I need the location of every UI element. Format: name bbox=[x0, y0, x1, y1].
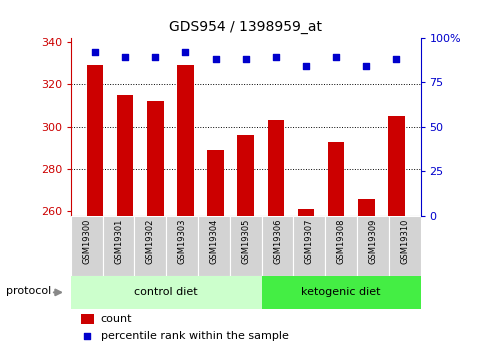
Text: count: count bbox=[101, 314, 132, 324]
Bar bbox=[71, 216, 102, 276]
Point bbox=[91, 49, 99, 55]
Point bbox=[121, 55, 129, 60]
Bar bbox=[325, 216, 356, 276]
Text: protocol: protocol bbox=[6, 286, 51, 296]
Text: GSM19309: GSM19309 bbox=[367, 219, 377, 264]
Bar bbox=[297, 209, 314, 216]
Bar bbox=[198, 216, 229, 276]
Point bbox=[211, 57, 219, 62]
Bar bbox=[71, 276, 261, 309]
Bar bbox=[267, 120, 284, 216]
Point bbox=[392, 57, 400, 62]
Text: GSM19310: GSM19310 bbox=[399, 219, 408, 264]
Title: GDS954 / 1398959_at: GDS954 / 1398959_at bbox=[169, 20, 322, 34]
Text: control diet: control diet bbox=[134, 287, 198, 297]
Bar bbox=[207, 150, 224, 216]
Text: GSM19304: GSM19304 bbox=[209, 219, 218, 264]
Text: percentile rank within the sample: percentile rank within the sample bbox=[101, 331, 288, 341]
Point bbox=[83, 333, 91, 339]
Text: GSM19307: GSM19307 bbox=[304, 219, 313, 264]
Text: ketogenic diet: ketogenic diet bbox=[301, 287, 380, 297]
Bar bbox=[229, 216, 261, 276]
Bar bbox=[134, 216, 166, 276]
Bar bbox=[81, 314, 93, 324]
Text: GSM19303: GSM19303 bbox=[177, 219, 186, 264]
Text: GSM19302: GSM19302 bbox=[145, 219, 155, 264]
Bar bbox=[237, 135, 253, 216]
Bar bbox=[356, 216, 388, 276]
Bar bbox=[177, 66, 193, 216]
Point bbox=[181, 49, 189, 55]
Point bbox=[151, 55, 159, 60]
Point bbox=[302, 63, 309, 69]
Bar bbox=[261, 276, 420, 309]
Bar bbox=[166, 216, 198, 276]
Point bbox=[271, 55, 279, 60]
Bar bbox=[147, 101, 163, 216]
Bar bbox=[117, 95, 133, 216]
Bar bbox=[261, 216, 293, 276]
Bar bbox=[327, 141, 344, 216]
Bar bbox=[357, 199, 374, 216]
Bar bbox=[388, 216, 420, 276]
Bar bbox=[102, 216, 134, 276]
Bar bbox=[87, 66, 103, 216]
Bar bbox=[387, 116, 404, 216]
Point bbox=[362, 63, 369, 69]
Point bbox=[331, 55, 339, 60]
Text: GSM19301: GSM19301 bbox=[114, 219, 123, 264]
Bar bbox=[293, 216, 325, 276]
Point bbox=[242, 57, 249, 62]
Text: GSM19300: GSM19300 bbox=[82, 219, 91, 264]
Text: GSM19306: GSM19306 bbox=[272, 219, 282, 264]
Text: GSM19308: GSM19308 bbox=[336, 219, 345, 264]
Text: GSM19305: GSM19305 bbox=[241, 219, 250, 264]
